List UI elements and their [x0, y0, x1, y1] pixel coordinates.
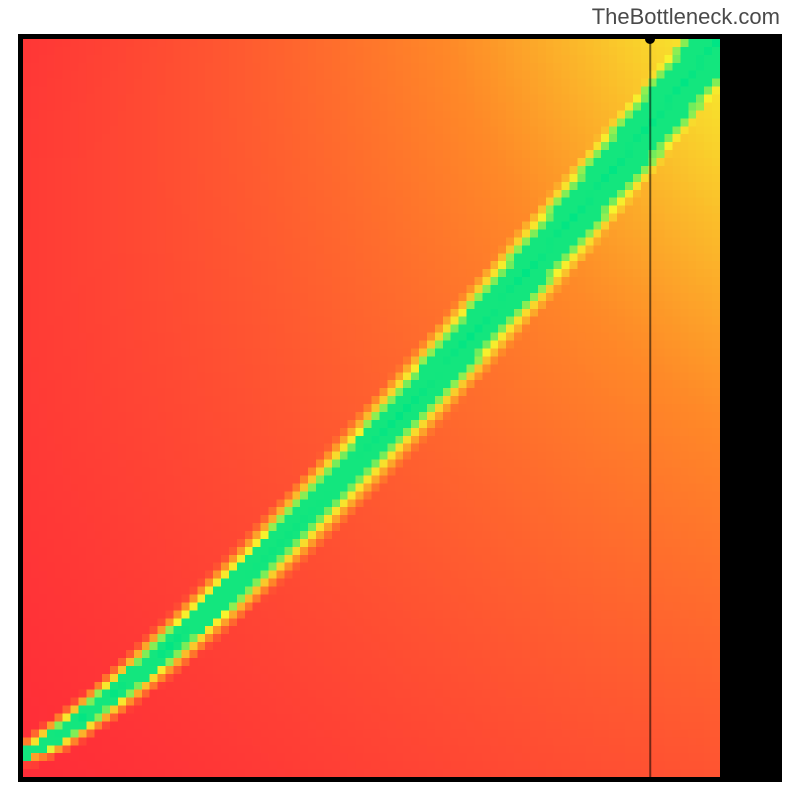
- chart-container: { "attribution": "TheBottleneck.com", "c…: [0, 0, 800, 800]
- marker-vertical-line: [650, 39, 652, 777]
- heatmap-canvas: [23, 39, 720, 777]
- chart-plot-area: [23, 39, 720, 777]
- chart-frame: [18, 34, 782, 782]
- marker-dot: [645, 34, 655, 44]
- attribution-text: TheBottleneck.com: [592, 4, 780, 30]
